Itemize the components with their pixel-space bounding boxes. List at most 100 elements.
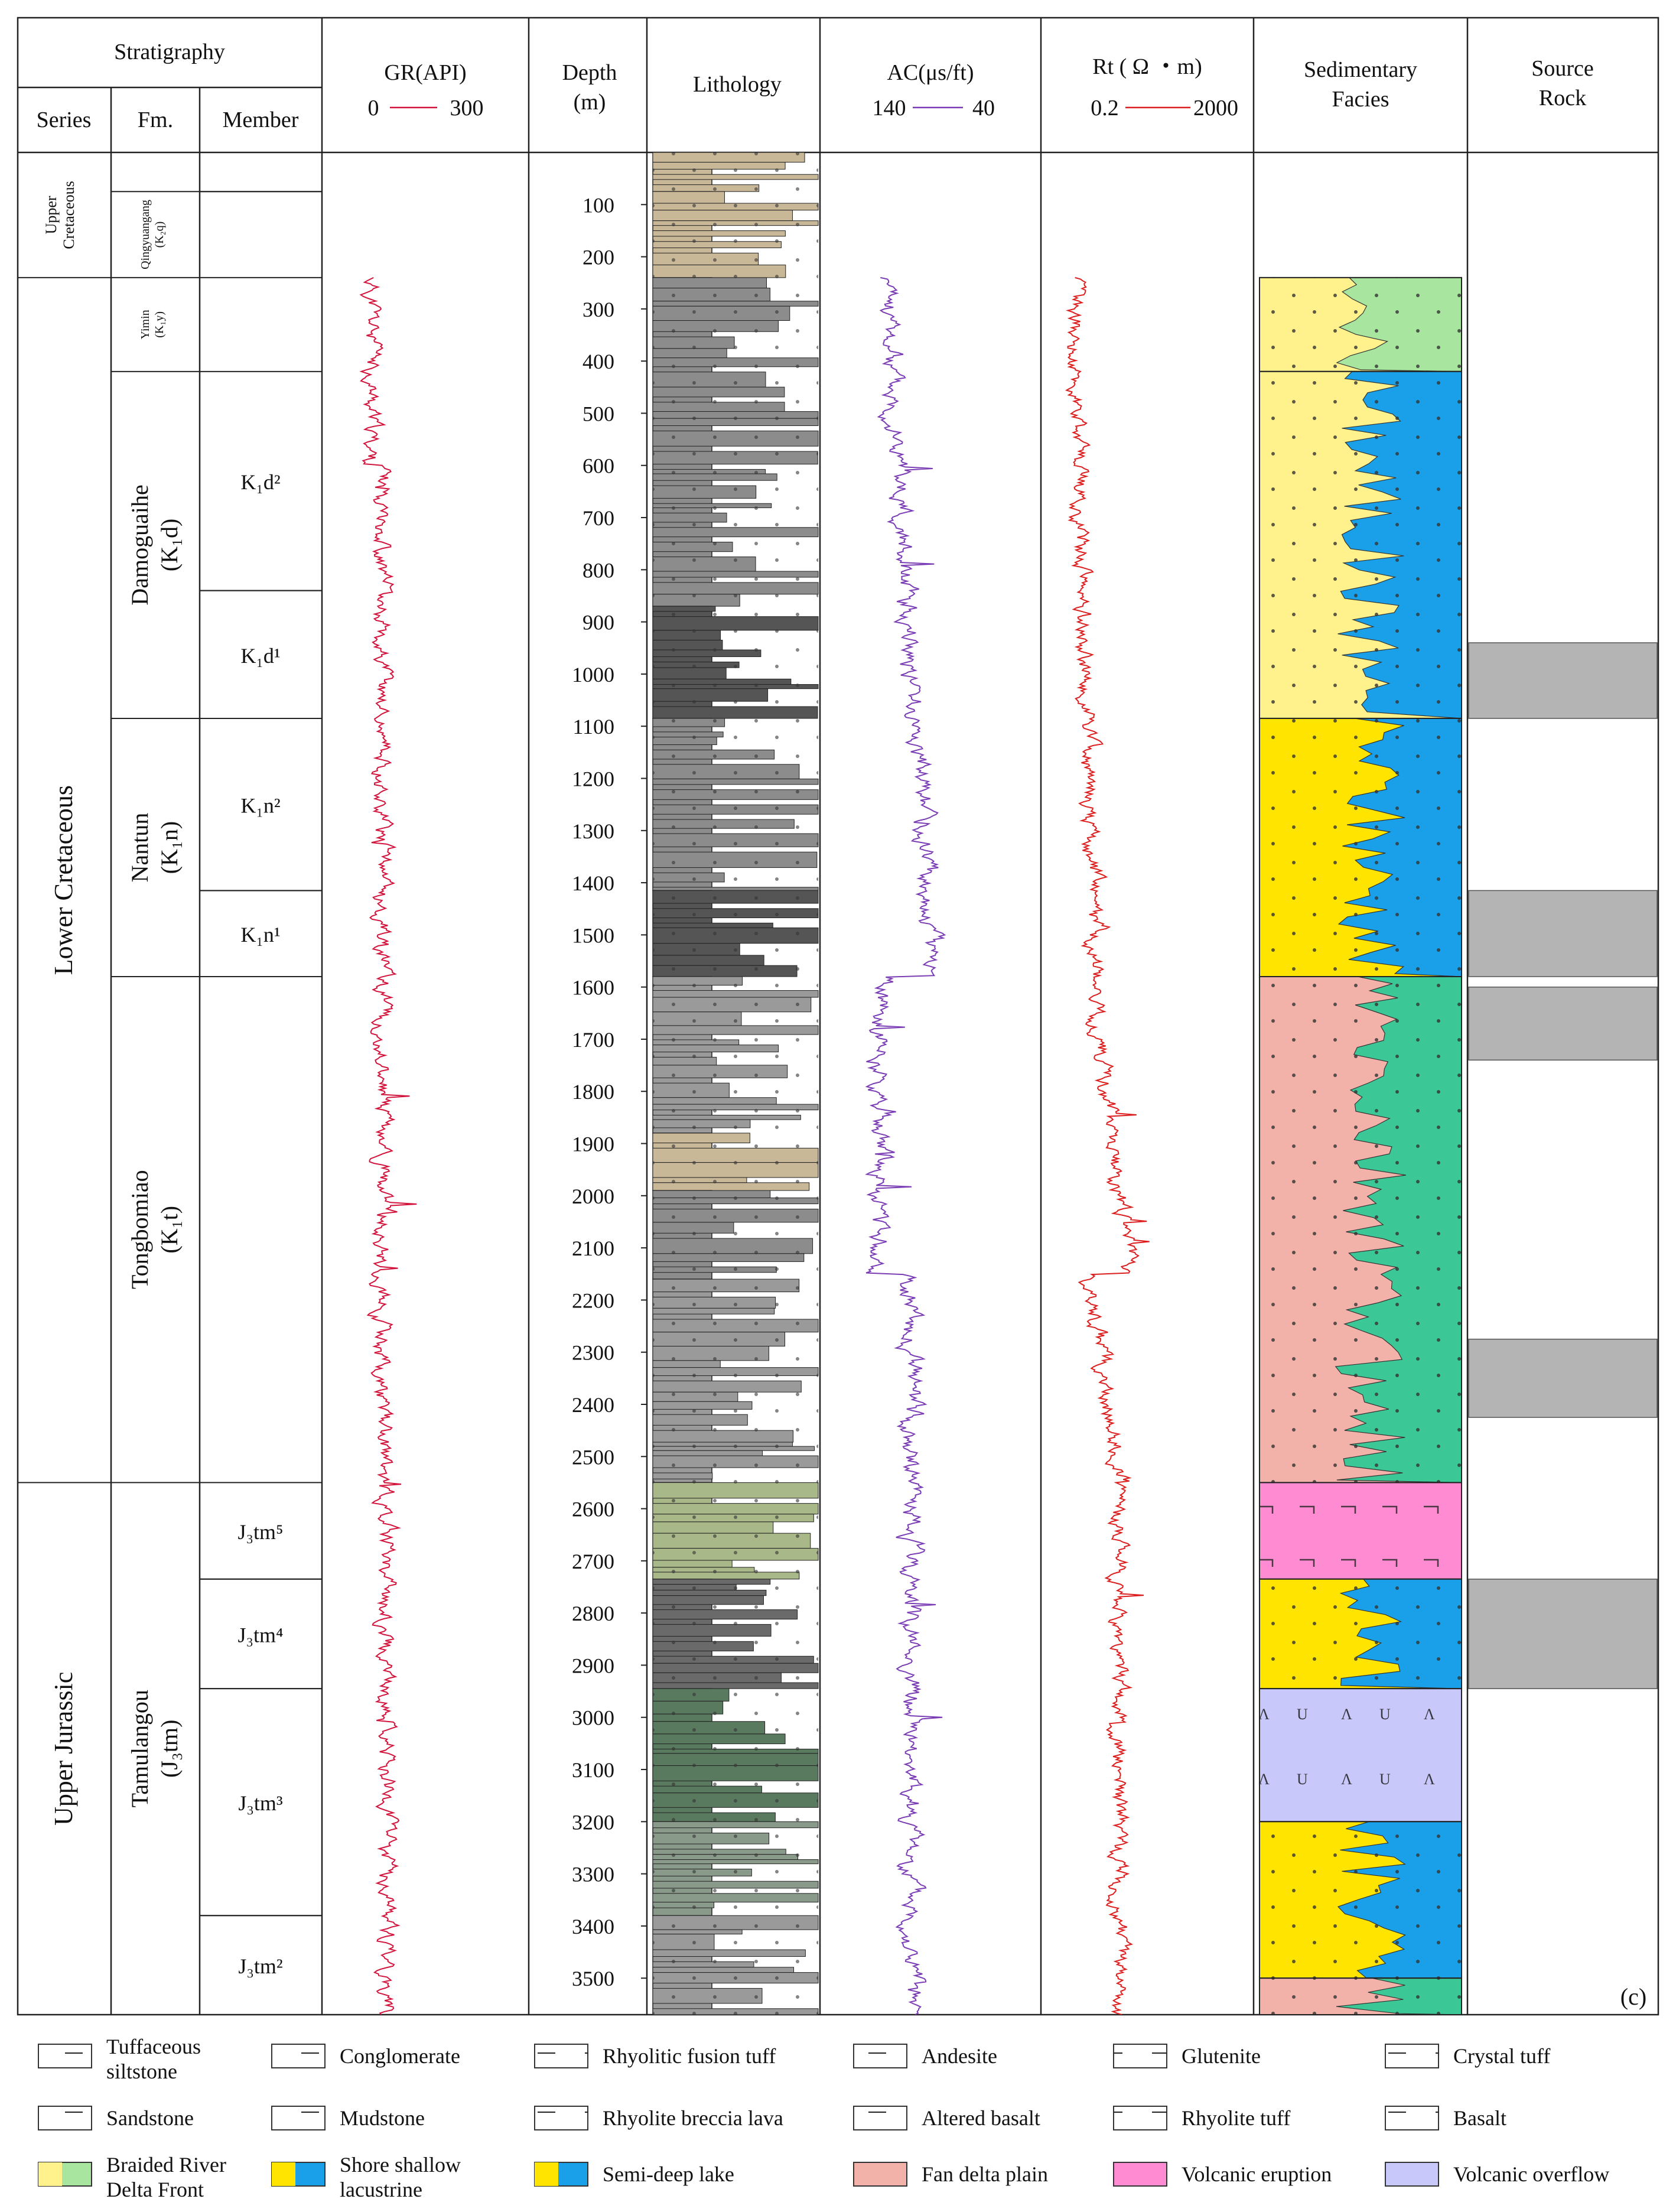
member-label: J₃tm⁴: [237, 1623, 283, 1647]
header-series: Series: [37, 108, 92, 132]
legend-label-semi-deep-lake: Semi-deep lake: [603, 2162, 734, 2186]
legend-swatch-crystal-tuff-pattern: [1385, 2044, 1439, 2068]
source-rock-interval: [1468, 1338, 1658, 1418]
legend-swatch-rhyolitic-fusion-tuff-pattern: [535, 2044, 588, 2068]
depth-tick-label: 1200: [572, 767, 614, 791]
depth-tick-label: 3400: [572, 1915, 614, 1938]
series-label: Cretaceous: [60, 181, 77, 249]
legend-swatch-tuffaceous-siltstone-pattern: [38, 2044, 92, 2068]
legend-swatch-braided-delta-front-part: [38, 2162, 62, 2186]
stratigraphy-columns: Upper Cretaceous Lower Cretaceous Upper Jur…: [18, 181, 322, 2015]
facies-texture: [1260, 1821, 1462, 1979]
depth-tick-label: 1800: [572, 1080, 614, 1104]
depth-tick-label: 1400: [572, 871, 614, 895]
depth-tick-label: 400: [582, 350, 614, 373]
legend-label-andesite: Andesite: [922, 2044, 997, 2068]
legend-label-volcanic-overflow: Volcanic overflow: [1453, 2162, 1609, 2186]
legend-label-tuffaceous-siltstone: Tuffaceous: [106, 2035, 201, 2058]
formation-name: Damoguaihe: [126, 484, 153, 605]
header-source-line1: Source: [1531, 56, 1594, 81]
legend-label-braided-delta-front: Delta Front: [106, 2178, 204, 2201]
legend-label-shore-shallow-lacustrine: lacustrine: [340, 2178, 422, 2201]
depth-tick-label: 2200: [572, 1289, 614, 1312]
facies-border: [1259, 1977, 1462, 2015]
lithology-column: [652, 152, 819, 2015]
depth-tick-label: 900: [582, 611, 614, 635]
source-rock-column: [1468, 642, 1658, 1689]
member-label: J₃tm²: [238, 1954, 282, 1978]
facies-texture: [1260, 1579, 1462, 1689]
depth-tick-label: 100: [582, 193, 614, 217]
depth-tick-label: 800: [582, 558, 614, 582]
depth-tick-label: 1100: [572, 715, 614, 739]
column-frame: [17, 17, 1659, 2016]
depth-tick-label: 2400: [572, 1393, 614, 1417]
legend-swatch-glutenite-pattern: [1114, 2044, 1167, 2068]
header-gr-title: GR(API): [384, 60, 466, 85]
member-label: K₁d¹: [240, 644, 280, 668]
legend-swatch-rhyolite-tuff-pattern: [1114, 2106, 1167, 2130]
depth-tick-label: 600: [582, 454, 614, 478]
header-rt-min: 0.2: [1091, 96, 1119, 121]
depth-tick-label: 2000: [572, 1185, 614, 1208]
header-gr-max: 300: [450, 96, 484, 121]
series-label: Upper Jurassic: [49, 1672, 78, 1826]
header-facies-line1: Sedimentary: [1304, 57, 1417, 82]
member-label: K₁n¹: [240, 923, 280, 946]
formation-name: Qingyuangang: [139, 200, 152, 269]
ac-curve: [865, 276, 946, 2015]
formation-code: (K₁t): [156, 1206, 183, 1254]
legend-label-tuffaceous-siltstone: siltstone: [106, 2060, 177, 2083]
panel-label: (c): [1620, 1983, 1646, 2010]
depth-tick-label: 500: [582, 402, 614, 425]
facies-texture: [1260, 1482, 1462, 1579]
source-rock-interval: [1468, 1579, 1658, 1689]
legend-swatch-sandstone-pattern: [38, 2106, 92, 2130]
legend-label-mudstone: Mudstone: [340, 2106, 425, 2130]
legend-label-shore-shallow-lacustrine: Shore shallow: [340, 2153, 461, 2177]
formation-code: (K₂q): [153, 222, 166, 248]
legend-swatch-andesite-pattern: [854, 2044, 907, 2068]
formation-code: (K₁d): [156, 519, 183, 571]
legend-swatch-mudstone-pattern: [272, 2106, 325, 2130]
series-label: Lower Cretaceous: [49, 785, 78, 975]
member-label: J₃tm⁵: [237, 1520, 283, 1544]
depth-tick-label: 3300: [572, 1863, 614, 1886]
header-fm: Fm.: [138, 108, 173, 132]
depth-tick-label: 1500: [572, 923, 614, 947]
legend-label-sandstone: Sandstone: [106, 2106, 194, 2130]
legend-swatch-conglomerate-pattern: [272, 2044, 325, 2068]
legend-label-rhyolite-breccia-lava: Rhyolite breccia lava: [603, 2106, 783, 2130]
header-lithology: Lithology: [693, 72, 782, 97]
depth-tick-label: 2800: [572, 1602, 614, 1625]
legend-swatch-rhyolite-breccia-lava-pattern: [535, 2106, 588, 2130]
header-ac-left: 140: [873, 96, 906, 121]
depth-tick-label: 1000: [572, 663, 614, 687]
legend-label-basalt: Basalt: [1453, 2106, 1506, 2130]
facies-texture: [1260, 1689, 1462, 1822]
facies-texture: [1260, 277, 1462, 372]
header-ac-title: AC(μs/ft): [887, 60, 974, 85]
legend-label-glutenite: Glutenite: [1182, 2044, 1261, 2068]
depth-tick-label: 2700: [572, 1550, 614, 1573]
legend-label-conglomerate: Conglomerate: [340, 2044, 460, 2068]
series-label: Upper: [43, 196, 60, 234]
header-source-line2: Rock: [1539, 86, 1586, 110]
header-facies-line2: Facies: [1332, 87, 1389, 112]
legend-swatch-shore-shallow-lacustrine-part: [272, 2162, 295, 2186]
well-log-curves: [359, 276, 1150, 2015]
depth-tick-label: 1700: [572, 1028, 614, 1052]
legend-swatch-fan-delta-plain: [853, 2162, 907, 2187]
legend-label-volcanic-eruption: Volcanic eruption: [1182, 2162, 1332, 2186]
legend-label-braided-delta-front: Braided River: [106, 2153, 226, 2177]
formation-code: (K₁y): [153, 311, 166, 338]
source-rock-interval: [1468, 642, 1658, 719]
depth-axis: 100 200 300 400 500 600 700 800 900 1000 1100 1200 1…: [572, 193, 647, 1990]
legend-swatch-volcanic-eruption: [1113, 2162, 1167, 2187]
header-member: Member: [223, 108, 299, 132]
depth-tick-label: 3100: [572, 1758, 614, 1782]
rt-curve: [1065, 276, 1150, 2015]
depth-tick-label: 3200: [572, 1810, 614, 1834]
formation-code: (K₁n): [156, 821, 183, 874]
